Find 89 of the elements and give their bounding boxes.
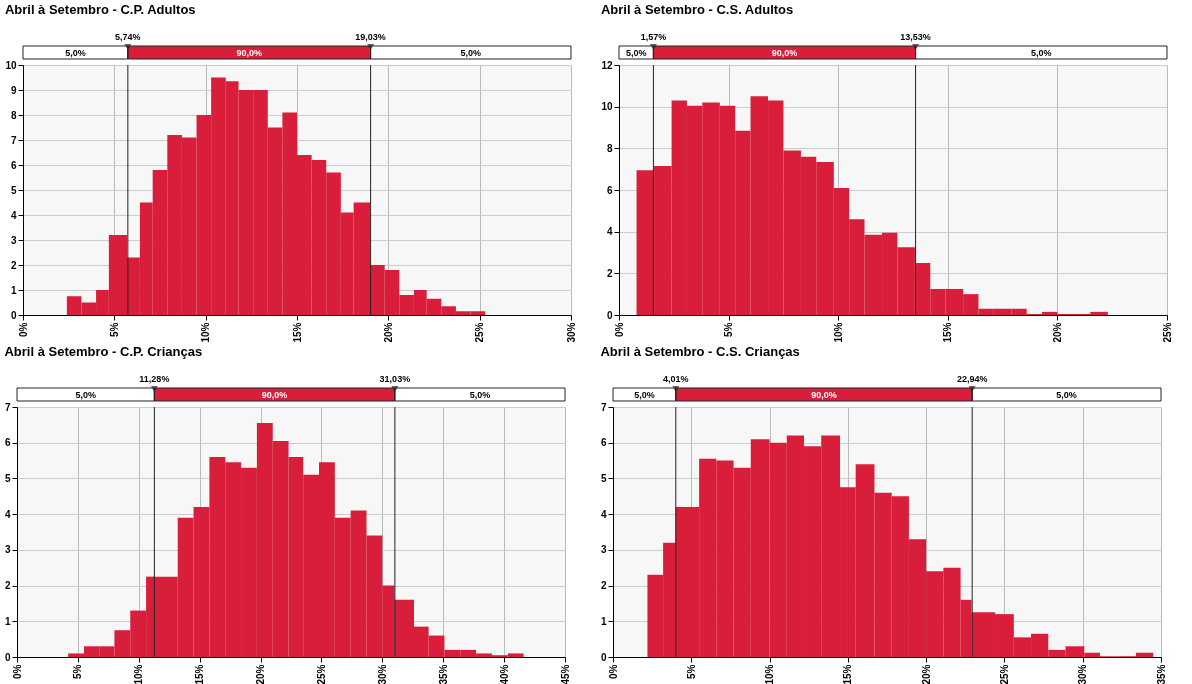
- y-tick-label: 7: [10, 134, 17, 146]
- text: 90,0%: [261, 389, 288, 400]
- chart-title: Abril à Setembro - C.P. Crianças: [4, 344, 203, 359]
- ref-line-label: 19,03%: [355, 32, 386, 42]
- text: 5,0%: [75, 389, 96, 400]
- y-tick-label: 4: [606, 226, 613, 238]
- y-tick-label: 5: [4, 472, 11, 484]
- y-tick-label: 10: [601, 101, 613, 113]
- text: 5,0%: [625, 47, 647, 58]
- ref-line-label: 22,94%: [956, 374, 988, 384]
- text: 5,0%: [469, 389, 491, 400]
- x-tick-label: 20%: [920, 664, 932, 684]
- y-tick-label: 2: [600, 580, 607, 592]
- y-tick-label: 12: [601, 59, 613, 71]
- y-tick-label: 3: [600, 544, 607, 556]
- x-tick-label: 35%: [1155, 664, 1167, 684]
- y-tick-label: 4: [4, 508, 11, 520]
- text: 5,0%: [460, 47, 482, 58]
- ref-line-label: 1,57%: [640, 32, 667, 42]
- x-tick-label: 5%: [685, 664, 697, 679]
- ref-line-label: 31,03%: [379, 374, 411, 384]
- x-tick-label: 15%: [942, 322, 954, 343]
- x-tick-label: 15%: [194, 664, 206, 684]
- y-tick-label: 2: [10, 259, 17, 271]
- x-tick-label: 30%: [376, 664, 388, 684]
- ref-line-label: 5,74%: [115, 32, 141, 42]
- y-tick-label: 6: [10, 159, 17, 171]
- text: 5,0%: [1056, 389, 1077, 400]
- y-tick-label: 0: [10, 309, 17, 321]
- x-tick-label: 25%: [1161, 322, 1173, 343]
- y-tick-label: 3: [10, 234, 17, 246]
- y-tick-label: 2: [4, 580, 11, 592]
- y-tick-label: 5: [600, 472, 607, 484]
- text: 5,0%: [634, 389, 655, 400]
- x-tick-label: 40%: [498, 664, 510, 684]
- y-tick-label: 1: [600, 615, 607, 627]
- y-tick-label: 1: [4, 615, 11, 627]
- y-tick-label: 4: [600, 508, 607, 520]
- y-tick-label: 1: [10, 284, 17, 296]
- y-tick-label: 9: [10, 84, 17, 96]
- y-tick-label: 2: [606, 267, 613, 279]
- chart-title: Abril à Setembro - C.P. Adultos: [4, 2, 196, 17]
- y-tick-label: 0: [600, 651, 607, 663]
- x-tick-label: 5%: [723, 322, 735, 337]
- x-tick-label: 10%: [200, 322, 212, 343]
- y-tick-label: 7: [4, 401, 11, 413]
- x-tick-label: 0%: [17, 322, 29, 337]
- y-tick-label: 3: [4, 544, 11, 556]
- chart-title: Abril à Setembro - C.S. Crianças: [600, 344, 800, 359]
- x-tick-label: 25%: [474, 322, 486, 343]
- x-tick-label: 15%: [842, 664, 854, 684]
- x-tick-label: 25%: [315, 664, 327, 684]
- x-tick-label: 5%: [108, 322, 120, 337]
- x-tick-label: 20%: [255, 664, 267, 684]
- x-tick-label: 30%: [1077, 664, 1089, 684]
- text: 90,0%: [236, 47, 262, 58]
- x-tick-label: 15%: [291, 322, 303, 343]
- text: 5,0%: [1031, 47, 1052, 58]
- x-tick-label: 5%: [72, 664, 84, 679]
- y-tick-label: 5: [10, 184, 17, 196]
- x-tick-label: 10%: [832, 322, 844, 343]
- x-tick-label: 0%: [11, 664, 23, 679]
- y-tick-label: 8: [606, 142, 613, 154]
- ref-line-label: 4,01%: [663, 374, 689, 384]
- x-tick-label: 0%: [613, 322, 625, 337]
- text: 90,0%: [771, 47, 798, 58]
- y-tick-label: 8: [10, 109, 17, 121]
- x-tick-label: 30%: [565, 322, 577, 343]
- chart-title: Abril à Setembro - C.S. Adultos: [600, 2, 794, 17]
- x-tick-label: 20%: [1051, 322, 1063, 343]
- text: 5,0%: [65, 47, 86, 58]
- x-tick-label: 0%: [607, 664, 619, 679]
- ref-line-label: 13,53%: [900, 32, 931, 42]
- ref-line-label: 11,28%: [139, 374, 170, 384]
- y-tick-label: 0: [606, 309, 613, 321]
- y-tick-label: 7: [600, 401, 607, 413]
- y-tick-label: 6: [606, 184, 613, 196]
- x-tick-label: 35%: [437, 664, 449, 684]
- x-tick-label: 10%: [764, 664, 776, 684]
- y-tick-label: 10: [5, 59, 17, 71]
- x-tick-label: 10%: [133, 664, 145, 684]
- y-tick-label: 0: [4, 651, 11, 663]
- x-tick-label: 25%: [998, 664, 1010, 684]
- y-tick-label: 4: [10, 209, 17, 221]
- y-tick-label: 6: [4, 437, 11, 449]
- x-tick-label: 45%: [559, 664, 571, 684]
- x-tick-label: 20%: [382, 322, 394, 343]
- y-tick-label: 6: [600, 437, 607, 449]
- text: 90,0%: [811, 389, 837, 400]
